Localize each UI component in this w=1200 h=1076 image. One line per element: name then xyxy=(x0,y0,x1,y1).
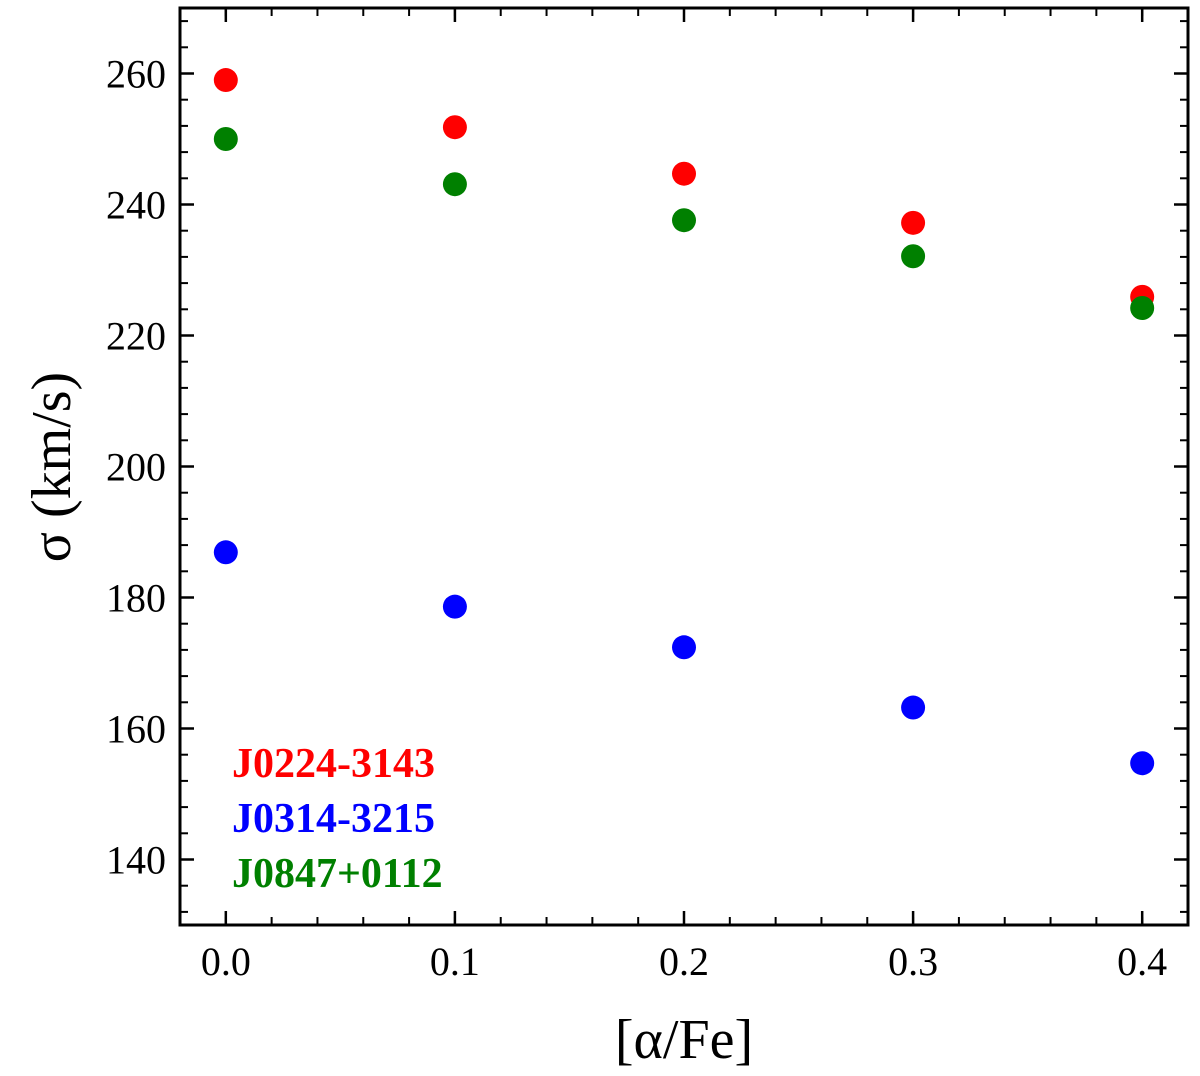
data-point-J0224-3143 xyxy=(901,210,926,235)
data-point-J0314-3215 xyxy=(442,594,467,619)
x-tick-label: 0.4 xyxy=(1117,939,1167,984)
minor-ticks xyxy=(180,8,1188,925)
x-tick-label: 0.2 xyxy=(659,939,709,984)
data-point-J0224-3143 xyxy=(213,68,238,93)
legend-label-J0314-3215: J0314-3215 xyxy=(232,796,435,842)
legend: J0224-3143 J0314-3215 J0847+0112 xyxy=(232,741,443,897)
data-points xyxy=(213,68,1155,776)
data-point-J0224-3143 xyxy=(442,115,467,140)
y-tick-label: 220 xyxy=(106,314,166,359)
x-tick-label: 0.0 xyxy=(201,939,251,984)
x-tick-label: 0.1 xyxy=(430,939,480,984)
data-point-J0847+0112 xyxy=(442,172,467,197)
legend-label-J0224-3143: J0224-3143 xyxy=(232,741,435,787)
legend-label-J0847+0112: J0847+0112 xyxy=(232,851,443,897)
data-point-J0847+0112 xyxy=(901,244,926,269)
x-tick-label: 0.3 xyxy=(888,939,938,984)
data-point-J0314-3215 xyxy=(672,635,696,660)
data-point-J0314-3215 xyxy=(1130,751,1155,776)
y-tick-label: 200 xyxy=(106,445,166,490)
y-tick-label: 140 xyxy=(106,838,166,883)
y-axis-label: σ (km/s) xyxy=(21,372,83,562)
plot-frame xyxy=(178,6,1190,927)
data-point-J0224-3143 xyxy=(672,161,696,186)
y-tick-label: 160 xyxy=(106,707,166,752)
data-point-J0847+0112 xyxy=(1130,295,1155,320)
y-tick-label: 260 xyxy=(106,52,166,97)
x-tick-labels: 0.0 0.1 0.2 0.3 0.4 xyxy=(201,939,1167,984)
y-tick-label: 180 xyxy=(106,576,166,621)
data-point-J0314-3215 xyxy=(213,540,238,565)
data-point-J0847+0112 xyxy=(213,127,238,151)
data-point-J0847+0112 xyxy=(672,208,696,233)
major-ticks xyxy=(180,8,1188,925)
x-axis-label: [α/Fe] xyxy=(615,1009,753,1071)
y-tick-label: 240 xyxy=(106,183,166,228)
data-point-J0314-3215 xyxy=(901,695,926,720)
y-tick-labels: 140 160 180 200 220 240 260 xyxy=(106,52,166,883)
